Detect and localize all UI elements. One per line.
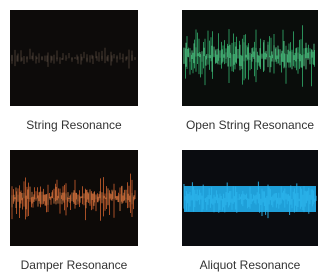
caption: String Resonance	[26, 118, 122, 132]
tile-image	[10, 10, 138, 106]
resonance-grid: String Resonance Open String Resonance D…	[0, 0, 328, 277]
page: String Resonance Open String Resonance D…	[0, 0, 328, 277]
caption: Damper Resonance	[21, 258, 128, 272]
caption: Aliquot Resonance	[200, 258, 301, 272]
caption: Open String Resonance	[186, 118, 314, 132]
